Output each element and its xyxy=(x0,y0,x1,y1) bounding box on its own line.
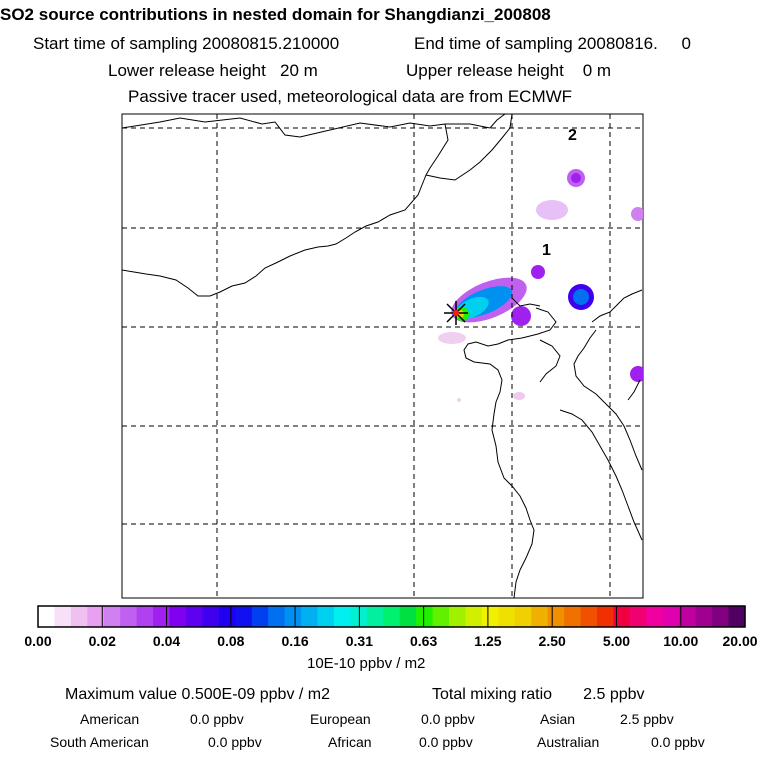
grid-label-1: 1 xyxy=(542,242,551,259)
colorbar-cell xyxy=(514,606,532,627)
colorbar-unit: 10E-10 ppbv / m2 xyxy=(307,655,426,672)
colorbar-cell xyxy=(153,606,171,627)
colorbar-cell xyxy=(481,606,499,627)
colorbar-tick-label: 5.00 xyxy=(602,633,631,649)
colorbar-cell xyxy=(333,606,351,627)
colorbar-cell xyxy=(613,606,631,627)
american-label: American xyxy=(80,711,140,727)
colorbar-cell xyxy=(185,606,204,627)
colorbar-cell xyxy=(87,606,105,627)
concentration-plume xyxy=(438,169,643,402)
colorbar-tick-label: 0.08 xyxy=(217,633,245,649)
australian-value: 0.0 ppbv xyxy=(651,734,705,750)
colorbar-tick-label: 10.00 xyxy=(663,633,699,649)
colorbar-cell xyxy=(712,606,730,627)
tracer-note: Passive tracer used, meteorological data… xyxy=(128,87,573,106)
colorbar-cell xyxy=(70,606,88,627)
colorbar-tick-label: 0.00 xyxy=(24,633,52,649)
colorbar-cell xyxy=(120,606,138,627)
colorbar-tick-label: 0.31 xyxy=(345,633,373,649)
colorbar-cell xyxy=(498,606,516,627)
european-label: European xyxy=(310,711,371,727)
map-title: SO2 source contributions in nested domai… xyxy=(0,5,551,24)
colorbar-cell xyxy=(465,606,483,627)
asian-label: Asian xyxy=(540,711,576,727)
colorbar-cell xyxy=(580,606,598,627)
colorbar-cell xyxy=(547,606,565,627)
start-time-label: Start time of sampling 20080815.210000 xyxy=(33,34,340,53)
colorbar-cell xyxy=(235,606,253,627)
colorbar-cell xyxy=(383,606,401,627)
colorbar-cell xyxy=(646,606,664,627)
colorbar-cell xyxy=(268,606,286,627)
colorbar-cell xyxy=(366,606,384,627)
source-star-icon xyxy=(444,301,468,325)
colorbar-cell xyxy=(449,606,467,627)
colorbar-cell xyxy=(218,606,236,627)
colorbar-cell xyxy=(662,606,680,627)
colorbar-cell xyxy=(564,606,582,627)
colorbar-cell xyxy=(597,606,615,627)
african-label: African xyxy=(328,734,372,750)
colorbar-cell xyxy=(399,606,417,627)
map-frame xyxy=(121,113,644,599)
lower-release-label: Lower release height 20 m xyxy=(108,61,318,80)
south-american-label: South American xyxy=(50,734,149,750)
colorbar-cell xyxy=(169,606,187,627)
colorbar-tick-label: 0.04 xyxy=(152,633,181,649)
colorbar-tick-label: 0.02 xyxy=(88,633,116,649)
end-time-label: End time of sampling 20080816. 0 xyxy=(414,34,691,53)
asian-value: 2.5 ppbv xyxy=(620,711,674,727)
colorbar-cell xyxy=(284,606,302,627)
lat-lon-grid xyxy=(122,114,643,598)
colorbar-tick-label: 20.00 xyxy=(722,633,758,649)
colorbar-cell xyxy=(679,606,697,627)
colorbar-tick-label: 0.16 xyxy=(281,633,309,649)
colorbar-cell xyxy=(202,606,220,627)
colorbar-cell xyxy=(301,606,319,627)
australian-label: Australian xyxy=(537,734,600,750)
grid-label-2: 2 xyxy=(568,127,577,144)
upper-release-label: Upper release height 0 m xyxy=(406,61,612,80)
colorbar-cell xyxy=(531,606,549,627)
colorbar-tick-label: 0.63 xyxy=(410,633,438,649)
colorbar-tick-label: 2.50 xyxy=(538,633,566,649)
south-american-value: 0.0 ppbv xyxy=(208,734,262,750)
colorbar-cell xyxy=(103,606,121,627)
american-value: 0.0 ppbv xyxy=(190,711,244,727)
colorbar-cell xyxy=(38,606,56,627)
colorbar-cell xyxy=(251,606,269,627)
african-value: 0.0 ppbv xyxy=(419,734,473,750)
colorbar-cell xyxy=(136,606,154,627)
max-value: Maximum value 0.500E-09 ppbv / m2 xyxy=(65,686,331,703)
colorbar-cell xyxy=(728,606,746,627)
colorbar-cell xyxy=(629,606,647,627)
colorbar-cell xyxy=(317,606,335,627)
colorbar-cell xyxy=(695,606,713,627)
colorbar-cell xyxy=(416,606,434,627)
colorbar-cell xyxy=(432,606,450,627)
colorbar-cell xyxy=(54,606,72,627)
colorbar-tick-label: 1.25 xyxy=(474,633,502,649)
european-value: 0.0 ppbv xyxy=(421,711,475,727)
coastlines xyxy=(122,114,643,598)
total-mixing-ratio: Total mixing ratio 2.5 ppbv xyxy=(432,686,645,703)
